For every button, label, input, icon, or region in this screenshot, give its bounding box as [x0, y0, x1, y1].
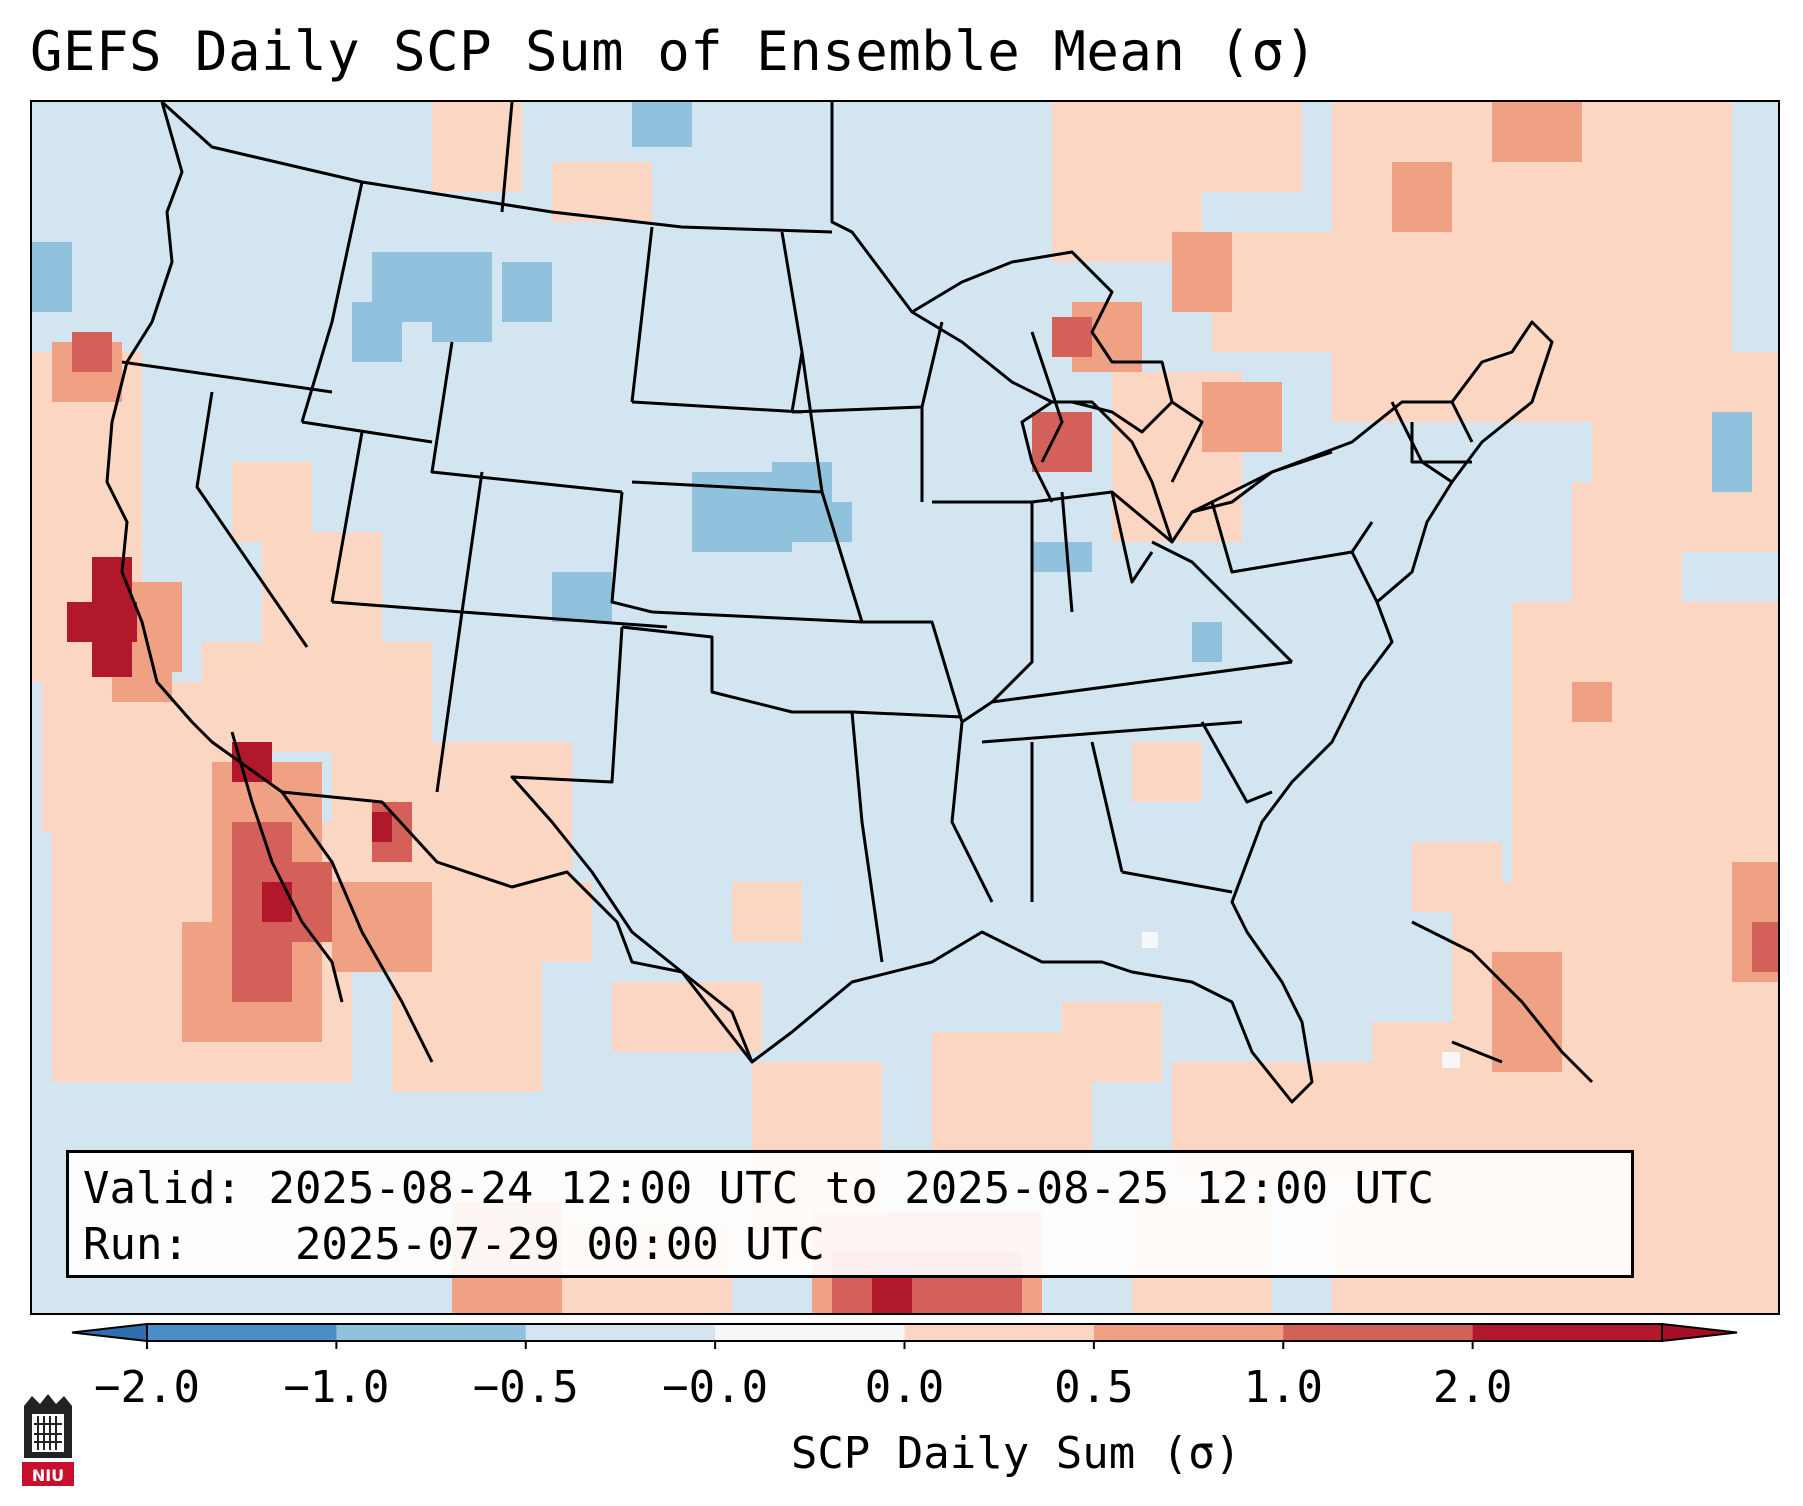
colorbar-tick-label: 0.5	[1054, 1362, 1134, 1413]
canada-border	[160, 102, 833, 234]
colorbar-tick-label: −0.0	[662, 1362, 769, 1413]
chart-title: GEFS Daily SCP Sum of Ensemble Mean (σ)	[30, 20, 1318, 83]
colorbar-under-arrow	[71, 1322, 148, 1343]
validity-info-box: Valid: 2025-08-24 12:00 UTC to 2025-08-2…	[66, 1150, 1634, 1278]
colorbar-over-arrow	[1661, 1322, 1738, 1343]
valid-time: 2025-08-24 12:00 UTC to 2025-08-25 12:00…	[268, 1163, 1435, 1214]
anomaly-layer-neutral	[1142, 932, 1460, 1068]
colorbar-tick-label: −0.5	[472, 1362, 579, 1413]
state-boundaries	[105, 102, 1594, 1104]
colorbar-segments	[71, 1322, 1738, 1349]
colorbar-label: SCP Daily Sum (σ)	[790, 1428, 1242, 1479]
run-time: 2025-07-29 00:00 UTC	[294, 1219, 825, 1270]
conus-outline	[105, 102, 1554, 1104]
colorbar-segment	[336, 1324, 527, 1341]
colorbar-segment	[525, 1324, 716, 1341]
colorbar-segment	[1472, 1324, 1663, 1341]
colorbar-tick-label: 1.0	[1243, 1362, 1323, 1413]
ca-nv-border	[195, 391, 309, 648]
colorbar-tick-label: −2.0	[94, 1362, 200, 1413]
niu-logo: NIU	[22, 1394, 74, 1486]
colorbar-segment	[147, 1324, 337, 1341]
colorbar-segment	[1093, 1324, 1284, 1341]
colorbar-tick-label: 0.0	[864, 1362, 945, 1413]
colorbar-segment	[715, 1324, 905, 1341]
colorbar-tick-label: −1.0	[283, 1362, 390, 1413]
run-label: Run:	[83, 1219, 189, 1270]
valid-label: Valid:	[83, 1163, 242, 1214]
colorbar-tick-label: 2.0	[1432, 1362, 1513, 1413]
great-lakes	[911, 250, 1174, 503]
map-canvas	[32, 102, 1778, 1313]
colorbar-segment	[904, 1324, 1095, 1341]
map-panel	[30, 100, 1780, 1315]
anomaly-layer-negative	[32, 102, 1752, 662]
texas-outline	[510, 626, 754, 1063]
colorbar-frame	[146, 1323, 1663, 1342]
colorbar-segment	[1283, 1324, 1474, 1341]
logo-text: NIU	[32, 1466, 64, 1485]
baja-outline	[230, 731, 344, 1003]
caribbean-islands	[1411, 920, 1594, 1084]
colorbar	[71, 1322, 1738, 1349]
